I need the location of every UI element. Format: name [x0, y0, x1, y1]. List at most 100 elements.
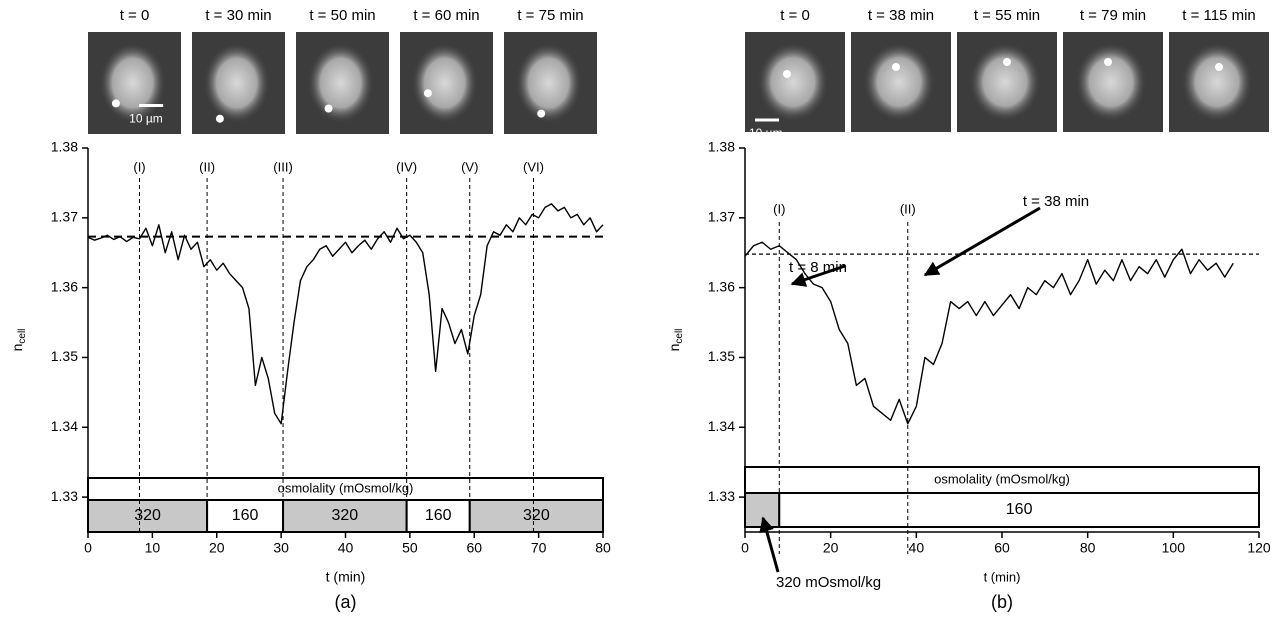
cell-image	[1181, 42, 1253, 122]
segment-label: 320	[332, 507, 359, 524]
x-tick-label: 40	[338, 540, 354, 556]
cell-image	[757, 42, 829, 122]
event-label: (II)	[199, 159, 215, 174]
event-label: (I)	[773, 201, 785, 216]
y-tick-label: 1.36	[51, 278, 78, 294]
y-tick-label: 1.34	[51, 418, 78, 434]
y-tick-label: 1.35	[51, 348, 78, 364]
nucleolus	[324, 104, 333, 113]
nucleolus	[423, 89, 432, 98]
image-label: t = 0	[120, 7, 150, 24]
y-tick-label: 1.35	[708, 348, 735, 364]
nucleolus	[111, 99, 120, 108]
y-tick-label: 1.38	[708, 139, 735, 155]
cell-image	[515, 42, 583, 124]
y-tick-label: 1.36	[708, 278, 735, 294]
x-axis-label: t (min)	[984, 569, 1021, 584]
y-axis-label-sub: cell	[17, 329, 28, 344]
panel-label: (b)	[991, 592, 1013, 612]
x-tick-label: 30	[273, 540, 289, 556]
data-line	[744, 241, 1234, 425]
nucleolus	[1104, 58, 1112, 66]
cell-image	[969, 42, 1041, 122]
cell-image	[307, 42, 375, 124]
x-tick-label: 10	[145, 540, 161, 556]
y-tick-label: 1.38	[51, 139, 78, 155]
image-label: t = 50 min	[309, 7, 375, 24]
event-label: (III)	[273, 159, 293, 174]
x-tick-label: 120	[1247, 540, 1271, 556]
x-tick-label: 70	[531, 540, 547, 556]
data-line	[87, 203, 604, 425]
annotation: t = 38 min	[1023, 193, 1089, 210]
annotation-arrow	[790, 264, 846, 287]
y-tick-label: 1.34	[708, 418, 735, 434]
panel: t = 0 10 µm t = 30 min t = 50 min t = 60 min…	[9, 7, 611, 612]
annotation-arrow	[923, 206, 1041, 277]
nucleolus	[783, 70, 791, 78]
segment-label: 160	[425, 507, 452, 524]
event-label: (IV)	[396, 159, 417, 174]
segment-label: 320	[134, 507, 161, 524]
osmolality-segment	[778, 492, 1260, 528]
cell-image	[411, 42, 479, 124]
segment-label: 160	[232, 507, 259, 524]
event-label: (VI)	[523, 159, 544, 174]
image-label: t = 30 min	[205, 7, 271, 24]
y-axis-label: ncell	[9, 329, 28, 352]
y-tick-label: 1.37	[708, 209, 735, 225]
scale-bar-label: 10 µm	[129, 112, 163, 126]
nucleolus	[215, 114, 224, 123]
image-label: t = 79 min	[1080, 7, 1146, 24]
annotation-arrow	[759, 516, 780, 573]
osmolality-box	[744, 466, 1260, 494]
x-tick-label: 20	[823, 540, 839, 556]
x-tick-label: 80	[1080, 540, 1096, 556]
cell-image	[203, 42, 271, 124]
y-axis-label-main: n	[9, 344, 25, 352]
y-axis-label: ncell	[666, 329, 685, 352]
image-label: t = 0	[780, 7, 810, 24]
image-label: t = 60 min	[413, 7, 479, 24]
y-tick-label: 1.37	[51, 209, 78, 225]
x-tick-label: 0	[84, 540, 92, 556]
osmolality-title: osmolality (mOsmol/kg)	[278, 480, 414, 495]
osmolality-title: osmolality (mOsmol/kg)	[934, 471, 1070, 486]
image-label: t = 115 min	[1182, 7, 1256, 24]
y-axis-label-sub: cell	[674, 329, 685, 344]
nucleolus	[537, 109, 546, 118]
x-tick-label: 80	[595, 540, 611, 556]
osmolality-segment	[206, 499, 285, 533]
segment-label: 160	[1006, 501, 1033, 518]
x-tick-label: 20	[209, 540, 225, 556]
image-label: t = 38 min	[868, 7, 934, 24]
event-label: (I)	[133, 159, 145, 174]
x-tick-label: 0	[741, 540, 749, 556]
x-tick-label: 50	[402, 540, 418, 556]
scale-bar-label: 10 µm	[749, 126, 783, 140]
x-axis-label: t (min)	[326, 569, 366, 585]
nucleolus	[892, 63, 900, 71]
x-tick-label: 40	[909, 540, 925, 556]
panel-label: (a)	[335, 592, 357, 612]
y-tick-label: 1.33	[51, 488, 78, 504]
image-label: t = 75 min	[517, 7, 583, 24]
panel: t = 0 10 µm t = 38 min t = 55 min t = 79 min…	[666, 7, 1271, 612]
event-label: (V)	[461, 159, 478, 174]
cell-image	[1075, 42, 1147, 122]
segment-label: 320	[523, 507, 550, 524]
x-tick-label: 60	[466, 540, 482, 556]
x-tick-label: 100	[1162, 540, 1186, 556]
nucleolus	[1215, 63, 1223, 71]
cell-image	[863, 42, 935, 122]
image-label: t = 55 min	[974, 7, 1040, 24]
y-tick-label: 1.33	[708, 488, 735, 504]
x-tick-label: 60	[994, 540, 1010, 556]
event-label: (II)	[900, 201, 916, 216]
y-axis-label-main: n	[666, 344, 682, 352]
osmolality-segment	[744, 492, 781, 528]
annotation: 320 mOsmol/kg	[776, 574, 881, 591]
nucleolus	[1003, 58, 1011, 66]
